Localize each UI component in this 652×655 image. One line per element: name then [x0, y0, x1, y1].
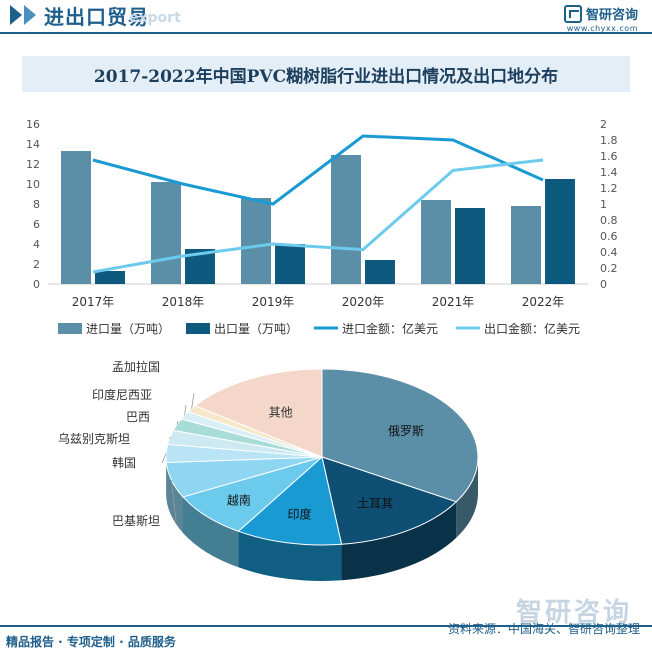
y-right-tick-label: 1.8	[600, 134, 618, 147]
y-left-tick-label: 0	[33, 278, 40, 291]
brand-url: www.chyxx.com	[566, 24, 638, 33]
pie-slice	[194, 368, 323, 458]
x-tick-label: 2019年	[252, 295, 295, 309]
y-left-tick-label: 10	[26, 178, 40, 191]
pie-slice-side	[166, 462, 184, 533]
pie-label: 俄罗斯	[388, 424, 424, 438]
y-right-tick-label: 0.2	[600, 262, 618, 275]
y-right-tick-label: 0.6	[600, 230, 618, 243]
header-divider	[0, 32, 652, 34]
bar	[275, 244, 305, 284]
footer-divider	[0, 625, 652, 627]
x-tick-label: 2017年	[72, 295, 115, 309]
y-left-tick-label: 12	[26, 158, 40, 171]
series-line	[92, 158, 544, 274]
series-line	[92, 134, 544, 206]
x-tick-label: 2022年	[522, 295, 565, 309]
y-right-tick-label: 0.4	[600, 246, 618, 259]
footer-left: 精品报告 · 专项定制 · 品质服务	[6, 635, 176, 649]
y-right-tick-label: 1	[600, 198, 607, 211]
bar	[95, 271, 125, 284]
y-right-tick-label: 2	[600, 118, 607, 131]
legend-swatch	[186, 323, 210, 334]
y-right-tick-label: 1.2	[600, 182, 618, 195]
pie-slice-side	[341, 501, 457, 581]
chart-title-box: 2017-2022年中国PVC糊树脂行业进出口情况及出口地分布	[22, 56, 630, 92]
pie-leader-line	[176, 420, 179, 425]
legend-label: 出口量（万吨）	[214, 322, 298, 336]
pie-label: 乌兹别克斯坦	[58, 431, 130, 446]
chart-title: 2017-2022年中国PVC糊树脂行业进出口情况及出口地分布	[93, 66, 559, 87]
pie-slice	[321, 456, 458, 545]
y-left-tick-label: 14	[26, 138, 40, 151]
bar	[545, 179, 575, 284]
title-watermark: export	[129, 10, 181, 26]
y-right-tick-label: 0	[600, 278, 607, 291]
y-left-tick-label: 16	[26, 118, 40, 131]
pie-slice-side	[456, 457, 478, 538]
pie-slice	[321, 368, 479, 503]
legend-label: 出口金额：亿美元	[484, 321, 580, 336]
pie-label: 韩国	[112, 455, 136, 470]
brand-row: 智研咨询	[563, 4, 638, 23]
pie-leader-line	[161, 453, 167, 464]
pie-label: 巴西	[126, 410, 150, 424]
pie-label: 巴基斯坦	[112, 514, 160, 528]
arrow-icon	[24, 5, 36, 25]
header: 进出口贸易 export 智研咨询 www.chyxx.com	[0, 0, 652, 34]
legend-swatch	[58, 323, 82, 334]
pie-label: 土耳其	[357, 497, 393, 511]
header-left: 进出口贸易 export	[0, 0, 181, 30]
bar	[151, 182, 181, 284]
y-right-tick-label: 0.8	[600, 214, 618, 227]
brand-name: 智研咨询	[585, 8, 638, 23]
pie-leader-line	[171, 480, 177, 522]
legend-label: 进口金额：亿美元	[342, 321, 438, 336]
y-left-tick-label: 2	[33, 258, 40, 271]
bar	[455, 208, 485, 284]
pie-label: 印度尼西亚	[92, 387, 152, 402]
y-left-tick-label: 6	[33, 218, 40, 231]
pie-slice-side	[183, 496, 239, 568]
bar	[365, 260, 395, 284]
y-right-tick-label: 1.4	[600, 166, 618, 179]
arrow-icon	[10, 5, 22, 25]
bar	[421, 200, 451, 284]
pie-label: 孟加拉国	[112, 359, 160, 374]
bar	[331, 155, 361, 284]
y-left-tick-label: 8	[33, 198, 40, 211]
x-tick-label: 2021年	[432, 295, 475, 309]
footer: 精品报告 · 专项定制 · 品质服务	[0, 625, 652, 655]
y-left-tick-label: 4	[33, 238, 40, 251]
brand: 智研咨询 www.chyxx.com	[563, 4, 638, 33]
bar	[61, 151, 91, 284]
pie-leader-line	[184, 404, 187, 416]
pie-label: 其他	[269, 406, 293, 420]
brand-logo-icon	[563, 4, 582, 23]
y-right-tick-label: 1.6	[600, 150, 618, 163]
combo-chart: 0 2 4 6 8 10 12 14 16 0 0.2 0.4 0.6 0.8 1 1.2 1.4 1.6 1.8 2…	[26, 118, 618, 336]
x-tick-label: 2020年	[342, 295, 385, 309]
pie-label: 越南	[227, 493, 251, 508]
pie-slice-side	[238, 531, 342, 581]
bar	[511, 206, 541, 284]
x-tick-label: 2018年	[162, 295, 205, 309]
bar	[241, 198, 271, 284]
pie-slice	[237, 456, 343, 546]
page-title: 进出口贸易	[44, 4, 149, 29]
pie-slice	[182, 456, 323, 532]
legend-label: 进口量（万吨）	[86, 322, 170, 336]
pie-leader-line	[191, 392, 195, 409]
source-note: 资料来源：中国海关、智研咨询整理	[447, 622, 640, 636]
pie-label: 印度	[288, 507, 312, 522]
watermark: 智研咨询	[515, 598, 632, 628]
